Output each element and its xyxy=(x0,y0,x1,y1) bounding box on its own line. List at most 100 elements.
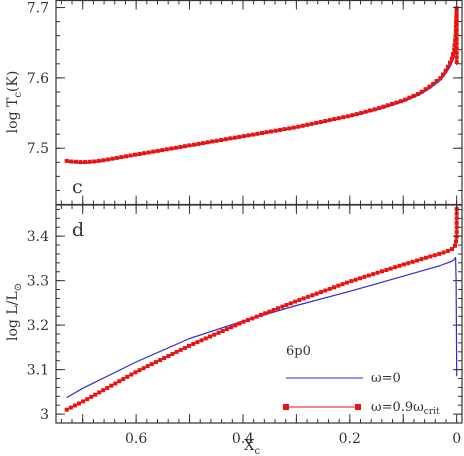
y-tick-label: 3.3 xyxy=(27,274,49,290)
data-point-omega09 xyxy=(146,150,151,155)
legend-marker-right xyxy=(355,404,361,410)
data-point-omega09 xyxy=(164,147,169,152)
y-tick-label: 7.5 xyxy=(27,141,49,157)
data-point-omega09 xyxy=(332,285,336,290)
data-point-omega09 xyxy=(232,135,237,140)
data-point-omega09 xyxy=(241,319,246,324)
data-point-omega09 xyxy=(187,143,192,148)
data-point-omega09 xyxy=(124,154,128,159)
data-point-omega09 xyxy=(314,291,319,296)
data-point-omega09 xyxy=(306,294,311,299)
data-point-omega09 xyxy=(291,125,296,130)
legend-label-omega09-sub: crit xyxy=(424,407,440,417)
data-point-omega09 xyxy=(411,93,416,98)
data-point-omega09 xyxy=(246,318,250,322)
data-point-omega09 xyxy=(158,358,163,363)
data-point-omega09 xyxy=(254,314,259,319)
legend-label-omega0-text: ω=0 xyxy=(371,371,401,386)
data-point-omega09 xyxy=(300,123,305,128)
data-point-omega09 xyxy=(363,109,368,114)
data-point-omega09 xyxy=(309,121,314,126)
legend-marker-left xyxy=(283,404,289,410)
data-point-omega09 xyxy=(85,397,90,402)
data-point-omega09 xyxy=(203,336,208,341)
panel-d-ylabel-sub: ⊙ xyxy=(13,283,24,291)
data-point-omega09 xyxy=(432,253,437,258)
data-point-omega09 xyxy=(314,120,319,125)
data-point-omega09 xyxy=(310,293,315,298)
data-point-omega09 xyxy=(453,243,457,248)
data-point-omega09 xyxy=(280,304,285,309)
data-point-omega09 xyxy=(237,134,242,139)
data-point-omega09 xyxy=(141,366,146,371)
data-point-omega09 xyxy=(385,103,390,108)
data-point-omega09 xyxy=(267,309,272,314)
data-point-omega09 xyxy=(178,347,183,352)
data-point-omega09 xyxy=(237,321,242,326)
panel-c-ylabel-sub: c xyxy=(13,92,24,98)
data-point-omega09 xyxy=(336,283,341,288)
data-point-omega09 xyxy=(195,340,200,345)
panel-d-xlabel-sub: c xyxy=(255,446,261,456)
data-point-omega09 xyxy=(454,32,459,37)
data-point-omega09 xyxy=(406,261,411,266)
data-point-omega09 xyxy=(128,153,133,158)
data-point-omega09 xyxy=(129,372,134,377)
data-point-omega09 xyxy=(77,401,81,406)
data-point-omega09 xyxy=(119,155,124,160)
data-point-omega09 xyxy=(250,132,255,137)
data-point-omega09 xyxy=(327,118,332,123)
data-point-omega09 xyxy=(191,342,196,346)
data-point-omega09 xyxy=(263,311,268,316)
data-point-omega09 xyxy=(448,60,452,65)
data-point-omega09 xyxy=(403,97,408,102)
data-point-omega09 xyxy=(452,47,457,52)
x-tick-label: 0.2 xyxy=(339,431,361,447)
panel-d-frame xyxy=(55,204,463,424)
data-point-omega09 xyxy=(105,386,110,390)
data-point-omega09 xyxy=(208,334,212,339)
data-point-omega09 xyxy=(250,316,255,321)
panel-c-label: c xyxy=(72,176,83,198)
data-point-omega09 xyxy=(345,114,350,119)
data-point-omega09 xyxy=(264,130,269,135)
panel-d-label: d xyxy=(72,219,84,241)
data-point-omega09 xyxy=(296,124,301,129)
data-point-omega09 xyxy=(454,46,459,51)
panel-d-ticks: 3 3.1 3.2 3.3 3.4 0.6 0.4 0.2 0 xyxy=(27,205,462,447)
data-point-omega09 xyxy=(362,274,367,279)
data-point-omega09 xyxy=(233,323,238,328)
x-tick-label: 0.4 xyxy=(232,431,254,447)
data-point-omega09 xyxy=(423,87,428,92)
data-point-omega09 xyxy=(162,356,167,360)
data-point-omega09 xyxy=(212,332,217,337)
data-point-omega09 xyxy=(178,145,183,149)
data-point-omega09 xyxy=(419,89,424,94)
series-line-omega0 xyxy=(66,256,458,399)
data-point-omega09 xyxy=(397,263,402,268)
legend-label-omega0: ω=0 xyxy=(371,371,401,386)
data-point-omega09 xyxy=(205,140,210,145)
data-point-omega09 xyxy=(182,345,187,350)
data-point-omega09 xyxy=(441,250,446,255)
data-point-omega09 xyxy=(137,368,142,373)
data-point-omega09 xyxy=(89,394,94,399)
data-point-omega09 xyxy=(72,403,77,408)
series-line-omega0 xyxy=(66,35,458,164)
x-tick-label: 0 xyxy=(452,431,461,447)
data-point-omega09 xyxy=(349,279,354,284)
data-point-omega09 xyxy=(428,254,433,259)
legend: 6p0 ω=0 ω=0.9ωcrit xyxy=(283,344,440,417)
data-point-omega09 xyxy=(454,234,459,239)
data-point-omega09 xyxy=(358,276,362,281)
data-point-omega09 xyxy=(372,107,377,112)
data-point-omega09 xyxy=(454,18,459,23)
data-point-omega09 xyxy=(454,9,459,14)
data-point-omega09 xyxy=(407,95,412,100)
data-point-omega09 xyxy=(87,159,92,164)
data-point-omega09 xyxy=(278,127,283,132)
data-point-omega09 xyxy=(434,79,439,83)
data-point-omega09 xyxy=(359,110,364,115)
data-point-omega09 xyxy=(196,141,201,146)
